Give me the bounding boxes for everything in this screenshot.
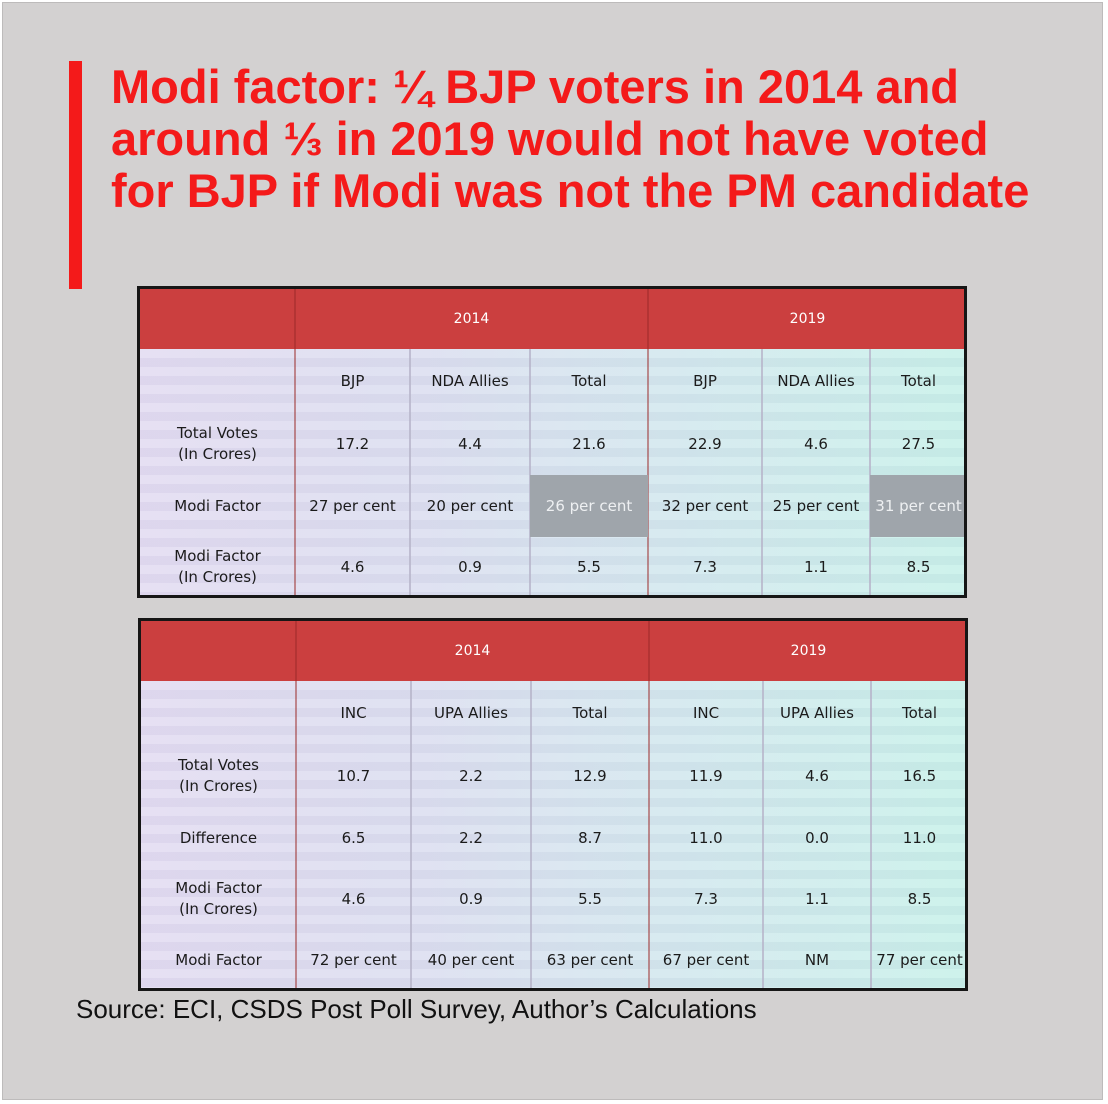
table1-column-divider xyxy=(409,349,411,595)
table2-header-divider xyxy=(295,621,297,681)
table2-cell: 6.5 xyxy=(341,828,366,847)
table2-column-header: UPA Allies xyxy=(780,703,854,722)
table2-cell: 2.2 xyxy=(459,828,483,847)
table2-column-divider xyxy=(410,681,412,988)
table2-row-label: Modi Factor (In Crores) xyxy=(175,879,262,918)
table2-cell: 2.2 xyxy=(459,766,483,785)
year-2014-header: 2014 xyxy=(454,643,491,659)
table2-cell: 67 per cent xyxy=(662,950,750,969)
table2-column-divider xyxy=(762,681,764,988)
table1-column-header: BJP xyxy=(340,371,365,390)
table1-row-label: Modi Factor (In Crores) xyxy=(174,547,261,586)
table1-header-divider xyxy=(647,289,649,349)
table2-cell: 4.6 xyxy=(341,889,366,908)
table1-cell: 4.6 xyxy=(804,434,828,453)
table2-cell: 63 per cent xyxy=(546,950,634,969)
table1-column-divider xyxy=(647,349,649,595)
table2-cell: 11.0 xyxy=(689,828,723,847)
table2-cell: NM xyxy=(804,950,830,969)
table1-column-header: Total xyxy=(571,371,607,390)
table2-column-header: UPA Allies xyxy=(434,703,508,722)
table1-cell: 27.5 xyxy=(901,434,936,453)
table1-cell: 0.9 xyxy=(458,557,482,576)
source-note: Source: ECI, CSDS Post Poll Survey, Auth… xyxy=(76,994,757,1024)
table2-cell: 11.9 xyxy=(689,766,723,785)
table1-cell: 26 per cent xyxy=(530,475,648,537)
table2-cell: 0.0 xyxy=(805,828,829,847)
table1-column-header: Total xyxy=(900,371,937,390)
upa-table: 2014 2019 INC UPA Allies Total INC UPA Allie… xyxy=(138,618,968,991)
table1-column-header: BJP xyxy=(693,371,717,390)
nda-table-header: 2014 2019 xyxy=(140,289,964,349)
table2-column-header: Total xyxy=(901,703,938,722)
table2-cell: 77 per cent xyxy=(876,950,963,969)
table1-cell: 1.1 xyxy=(804,557,828,576)
table2-cell: 7.3 xyxy=(694,889,718,908)
table1-row-label: Total Votes (In Crores) xyxy=(177,424,258,463)
upa-table-header: 2014 2019 xyxy=(141,621,965,681)
table2-cell: 8.5 xyxy=(907,889,932,908)
table1-cell: 20 per cent xyxy=(426,496,514,515)
table1-column-header: NDA Allies xyxy=(431,371,509,390)
table1-cell: 31 per cent xyxy=(870,475,964,537)
table2-column-divider xyxy=(530,681,532,988)
table1-cell: 27 per cent xyxy=(309,496,396,515)
table1-column-divider xyxy=(294,349,296,595)
table2-column-divider xyxy=(648,681,650,988)
table2-cell: 10.7 xyxy=(336,766,371,785)
table2-cell: 4.6 xyxy=(805,766,829,785)
table1-column-header: NDA Allies xyxy=(777,371,855,390)
table2-column-header: INC xyxy=(692,703,720,722)
table2-column-divider xyxy=(295,681,297,988)
table2-row-label: Total Votes (In Crores) xyxy=(178,756,259,795)
table2-cell: 11.0 xyxy=(902,828,937,847)
table1-column-divider xyxy=(761,349,763,595)
table2-row-label: Modi Factor xyxy=(175,950,262,969)
table1-header-divider xyxy=(294,289,296,349)
table2-cell: 12.9 xyxy=(573,766,607,785)
table2-cell: 5.5 xyxy=(578,889,602,908)
year-2019-header: 2019 xyxy=(790,643,827,659)
year-2014-header: 2014 xyxy=(453,311,490,327)
table1-cell: 22.9 xyxy=(688,434,722,453)
table2-cell: 16.5 xyxy=(902,766,937,785)
year-2019-header: 2019 xyxy=(789,311,826,327)
table1-cell: 32 per cent xyxy=(661,496,749,515)
table1-cell: 21.6 xyxy=(572,434,606,453)
table2-column-header: Total xyxy=(572,703,608,722)
nda-table: 2014 2019 BJP NDA Allies Total BJP NDA Allie… xyxy=(137,286,967,598)
table1-cell: 5.5 xyxy=(577,557,601,576)
table2-row-label: Difference xyxy=(179,828,258,847)
table2-cell: 1.1 xyxy=(805,889,829,908)
table2-header-divider xyxy=(648,621,650,681)
table1-row-label: Modi Factor xyxy=(174,496,261,515)
table2-column-divider xyxy=(870,681,872,988)
table1-cell: 4.4 xyxy=(458,434,482,453)
table2-cell: 0.9 xyxy=(459,889,483,908)
table1-cell: 17.2 xyxy=(335,434,370,453)
table2-cell: 8.7 xyxy=(578,828,602,847)
table1-column-divider xyxy=(869,349,871,595)
headline: Modi factor: ¼ BJP voters in 2014 and ar… xyxy=(111,60,1030,217)
table2-column-header: INC xyxy=(340,703,367,722)
table1-cell: 7.3 xyxy=(693,557,717,576)
table2-cell: 72 per cent xyxy=(310,950,397,969)
table1-cell: 25 per cent xyxy=(772,496,860,515)
table1-cell: 4.6 xyxy=(340,557,365,576)
table1-column-divider xyxy=(529,349,531,595)
accent-bar xyxy=(69,61,82,289)
table2-cell: 40 per cent xyxy=(427,950,515,969)
table1-cell: 8.5 xyxy=(906,557,931,576)
